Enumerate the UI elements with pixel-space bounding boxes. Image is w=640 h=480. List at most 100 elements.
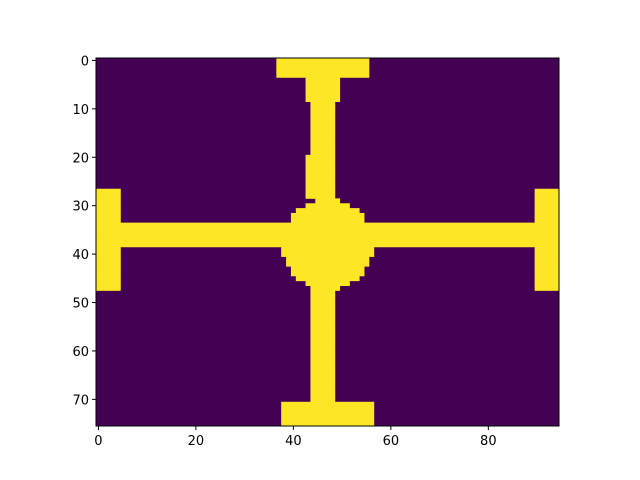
- heatmap-cell-run: [305, 164, 336, 170]
- heatmap-cell-run: [534, 256, 560, 262]
- heatmap-cell-run: [96, 246, 121, 253]
- heatmap-cell-run: [534, 285, 560, 291]
- heatmap-cell-run: [286, 256, 370, 262]
- heatmap-cell-run: [96, 217, 121, 224]
- heatmap-cell-run: [96, 280, 121, 286]
- heatmap-cell-run: [534, 203, 560, 209]
- heatmap-cell-run: [534, 212, 560, 219]
- heatmap-cell-run: [96, 271, 121, 277]
- heatmap-cell-run: [96, 256, 121, 262]
- y-tick-label: 0: [81, 54, 89, 69]
- y-tick-label: 70: [72, 393, 89, 408]
- heatmap-cell-run: [281, 401, 375, 408]
- heatmap-cell-run: [310, 106, 336, 112]
- heatmap-cell-run: [290, 217, 365, 224]
- heatmap-cell-run: [96, 275, 121, 282]
- heatmap-cell-run: [96, 222, 560, 228]
- heatmap-cell-run: [310, 329, 336, 335]
- y-tick-label: 20: [72, 151, 89, 166]
- heatmap-cell-run: [286, 261, 370, 267]
- heatmap-cell-run: [534, 208, 560, 214]
- heatmap-cell-run: [534, 275, 560, 282]
- heatmap-cell-run: [310, 309, 336, 316]
- x-tick-label: 80: [480, 434, 497, 449]
- heatmap-cell-run: [534, 261, 560, 267]
- y-tick-label: 40: [72, 248, 89, 263]
- heatmap-cell-run: [534, 193, 560, 199]
- heatmap-cell-run: [305, 183, 336, 190]
- heatmap-cell-run: [310, 382, 336, 388]
- heatmap-cell-run: [310, 358, 336, 364]
- heatmap-cell-run: [305, 169, 336, 175]
- heatmap-cell-run: [310, 300, 336, 306]
- heatmap-cell-run: [310, 367, 336, 374]
- x-tick-label: 60: [383, 434, 400, 449]
- heatmap-cell-run: [310, 116, 336, 122]
- heatmap-cell-run: [96, 208, 121, 214]
- heatmap-cell-run: [534, 246, 560, 253]
- heatmap-cell-run: [281, 251, 375, 257]
- heatmap-cell-run: [290, 266, 365, 272]
- heatmap-cell-run: [305, 82, 341, 88]
- heatmap-cell-run: [96, 203, 121, 209]
- heatmap-cell-run: [310, 145, 336, 151]
- heatmap-cell-run: [305, 203, 350, 209]
- heatmap-cell-run: [310, 140, 336, 146]
- heatmap-cell-run: [96, 212, 121, 219]
- heatmap-cell-run: [310, 348, 336, 354]
- heatmap-cell-run: [310, 130, 336, 136]
- heatmap-cell-run: [310, 135, 336, 141]
- heatmap-cell-run: [276, 72, 370, 78]
- y-tick-label: 50: [72, 297, 89, 312]
- y-tick-label: 10: [72, 103, 89, 118]
- heatmap-cell-run: [305, 77, 341, 83]
- x-axis: 0 20 40 60 80: [94, 426, 497, 449]
- heatmap-cell-run: [310, 334, 336, 340]
- heatmap-cell-run: [96, 242, 560, 248]
- heatmap-cell-run: [310, 304, 336, 311]
- heatmap-cell-run: [534, 280, 560, 286]
- heatmap-cell-run: [310, 314, 336, 320]
- heatmap-cell-run: [305, 96, 341, 102]
- heatmap-cell-run: [295, 208, 360, 214]
- heatmap-cell-run: [305, 179, 336, 185]
- heatmap-cell-run: [310, 338, 336, 345]
- heatmap-cell-run: [276, 58, 370, 64]
- x-tick-label: 40: [285, 434, 302, 449]
- heatmap-cell-run: [534, 266, 560, 272]
- heatmap-cell-run: [276, 67, 370, 73]
- heatmap-cell-run: [310, 150, 336, 156]
- x-tick-label: 20: [188, 434, 205, 449]
- heatmap-cell-run: [305, 174, 336, 180]
- heatmap-cell-run: [281, 416, 375, 422]
- heatmap-cell-run: [305, 188, 336, 194]
- y-tick-label: 30: [72, 200, 89, 215]
- heatmap-cell-run: [534, 251, 560, 257]
- heatmap-cell-run: [310, 324, 336, 330]
- y-axis: 0 10 20 30 40 50 60 70: [72, 54, 96, 408]
- heatmap-cell-run: [310, 343, 336, 349]
- heatmap-cell-run: [281, 411, 375, 417]
- heatmap-cell-run: [310, 363, 336, 369]
- heatmap-cell-run: [96, 198, 121, 204]
- heatmap-cell-run: [310, 392, 336, 398]
- heatmap-cell-run: [281, 421, 375, 427]
- heatmap-cell-run: [305, 193, 336, 199]
- heatmap-cell-run: [96, 261, 121, 267]
- y-tick-label: 60: [72, 345, 89, 360]
- heatmap-cell-run: [276, 62, 370, 69]
- heatmap-cell-run: [281, 246, 375, 253]
- plot-frame: [95, 57, 560, 427]
- heatmap-cell-run: [96, 285, 121, 291]
- heatmap-cell-run: [534, 271, 560, 277]
- heatmap-cell-run: [310, 111, 336, 117]
- heatmap-cell-run: [96, 251, 121, 257]
- heatmap-cell-run: [310, 101, 336, 107]
- x-tick-label: 0: [94, 434, 102, 449]
- heatmap-cell-run: [315, 198, 341, 204]
- heatmap-cell-run: [310, 295, 336, 301]
- heatmap-cell-run: [310, 120, 336, 127]
- heatmap-cell-run: [310, 353, 336, 359]
- heatmap-cell-run: [310, 387, 336, 393]
